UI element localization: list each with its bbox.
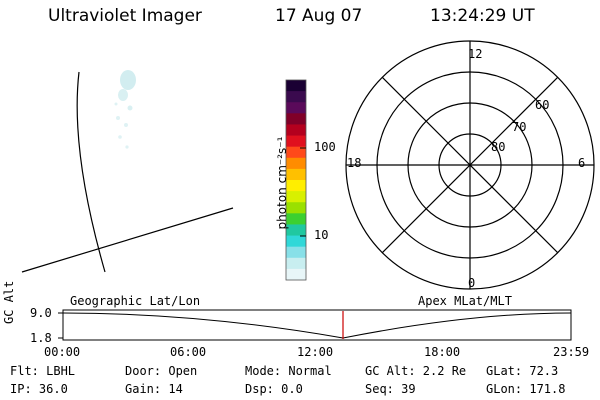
date-label: 17 Aug 07 [275, 6, 363, 26]
instrument-title: Ultraviolet Imager [48, 6, 202, 26]
colorbar-band [286, 213, 306, 225]
info-dsp: Dsp: 0.0 [245, 382, 303, 396]
info-glat: GLat: 72.3 [486, 364, 559, 378]
colorbar-unit-label: photon cm⁻²s⁻¹ [275, 136, 289, 230]
colorbar-band [286, 113, 306, 125]
info-mode: Mode: Normal [245, 364, 332, 378]
x-tick-0600: 06:00 [170, 345, 207, 359]
mlt-diag-2 [381, 76, 559, 254]
altitude-strip-frame [62, 309, 572, 341]
colorbar-band [286, 235, 306, 248]
geographic-projection-label: Geographic Lat/Lon [70, 294, 201, 308]
alt-tick-label-1.8: 1.8 [30, 331, 52, 345]
mlat-label-70: 70 [512, 120, 527, 134]
colorbar-band [286, 268, 306, 281]
polar-plot [345, 40, 595, 290]
info-ip: IP: 36.0 [10, 382, 68, 396]
colorbar-band [286, 202, 306, 214]
x-tick-2359: 23:59 [553, 345, 590, 359]
mlt-label-18: 18 [347, 156, 362, 170]
mlt-label-6: 6 [578, 156, 586, 170]
colorbar-band [286, 257, 306, 270]
altitude-ylabel: GC Alt [2, 280, 16, 324]
info-glon: GLon: 171.8 [486, 382, 566, 396]
altitude-curve [62, 312, 572, 339]
info-seq: Seq: 39 [365, 382, 416, 396]
colorbar-band [286, 157, 306, 170]
time-label: 13:24:29 UT [430, 6, 535, 26]
colorbar-label-100: 100 [314, 140, 336, 154]
mlat-label-80: 80 [491, 140, 506, 154]
colorbar-band [286, 135, 306, 148]
colorbar-band [286, 168, 306, 181]
colorbar-band [286, 80, 306, 92]
colorbar-band [286, 124, 306, 137]
colorbar-band [286, 146, 306, 159]
terminator-line [21, 207, 234, 273]
x-tick-1200: 12:00 [297, 345, 334, 359]
colorbar-band [286, 246, 306, 259]
x-tick-1800: 18:00 [424, 345, 461, 359]
info-gain: Gain: 14 [125, 382, 183, 396]
info-filter: Flt: LBHL [10, 364, 76, 378]
mlat-label-60: 60 [535, 98, 550, 112]
mlt-label-0: 0 [468, 276, 476, 290]
colorbar-label-10: 10 [314, 228, 329, 242]
mlt-label-12: 12 [468, 47, 483, 61]
colorbar [286, 80, 306, 281]
info-door: Door: Open [125, 364, 198, 378]
earth-limb-arc [76, 71, 106, 273]
info-gc-alt: GC Alt: 2.2 Re [365, 364, 467, 378]
x-tick-0000: 00:00 [44, 345, 81, 359]
colorbar-band [286, 91, 306, 103]
colorbar-band [286, 102, 306, 114]
apex-projection-label: Apex MLat/MLT [418, 294, 512, 308]
colorbar-band [286, 191, 306, 203]
alt-tick-label-9: 9.0 [30, 306, 52, 320]
auroral-emission [114, 70, 136, 149]
colorbar-frame [285, 79, 307, 281]
colorbar-band [286, 224, 306, 237]
colorbar-band [286, 180, 306, 192]
